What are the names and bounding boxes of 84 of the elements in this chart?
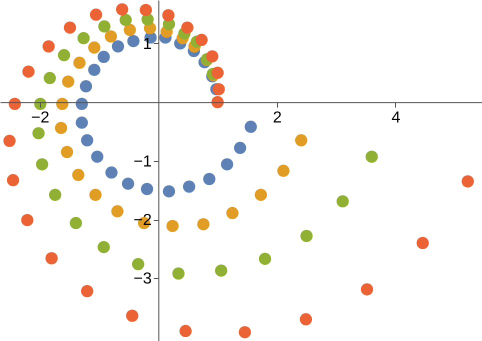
point <box>88 64 100 76</box>
point <box>111 205 124 218</box>
point <box>42 40 55 52</box>
x-tick-label: 4 <box>391 110 400 127</box>
point <box>203 172 216 186</box>
point <box>88 41 100 54</box>
point <box>6 174 20 186</box>
point <box>244 120 257 133</box>
point <box>300 230 313 242</box>
point <box>91 150 104 163</box>
point <box>238 326 251 338</box>
point <box>49 188 62 201</box>
point <box>81 134 94 146</box>
x-tick-label: −2 <box>31 110 50 127</box>
point <box>366 150 378 163</box>
point <box>62 75 74 88</box>
point <box>80 80 92 92</box>
point <box>72 168 84 182</box>
point <box>76 116 88 129</box>
point <box>126 310 138 322</box>
point <box>226 206 239 220</box>
point <box>181 21 194 34</box>
point <box>36 158 48 170</box>
point <box>77 32 90 44</box>
point <box>60 146 74 158</box>
point <box>277 164 290 177</box>
y-tick-label: −3 <box>134 270 152 288</box>
point <box>462 175 474 188</box>
y-tick-label: −1 <box>134 153 152 170</box>
point <box>98 240 110 254</box>
point <box>105 166 118 179</box>
point <box>116 3 128 16</box>
point <box>45 252 58 264</box>
point <box>162 185 176 198</box>
point <box>56 98 68 110</box>
point <box>3 134 16 147</box>
point <box>64 21 76 34</box>
point <box>81 285 94 298</box>
point <box>132 258 144 270</box>
point <box>98 20 110 33</box>
point <box>122 178 134 190</box>
point <box>172 267 185 280</box>
point <box>211 66 224 79</box>
point <box>360 283 374 296</box>
point <box>76 98 88 110</box>
point <box>58 49 70 62</box>
point <box>34 98 46 110</box>
point <box>258 252 272 265</box>
point <box>215 264 228 277</box>
point <box>183 180 196 193</box>
point <box>22 65 35 78</box>
point <box>206 50 218 62</box>
point <box>300 313 312 326</box>
point <box>295 134 308 146</box>
point <box>54 122 68 134</box>
point <box>8 98 21 110</box>
point <box>220 158 234 170</box>
x-tick-label: 2 <box>272 110 282 127</box>
point <box>127 34 140 48</box>
point <box>336 195 349 208</box>
point <box>254 188 267 201</box>
point <box>140 4 152 16</box>
point <box>104 30 117 42</box>
point <box>120 14 132 26</box>
point <box>416 236 429 250</box>
point <box>166 220 179 232</box>
point <box>32 127 45 140</box>
point <box>234 142 246 154</box>
point <box>212 83 225 96</box>
point <box>89 188 102 201</box>
point <box>124 24 136 36</box>
point <box>70 216 82 230</box>
point <box>211 96 224 108</box>
point <box>90 8 102 21</box>
point <box>195 34 208 46</box>
point <box>140 182 154 196</box>
point <box>21 214 34 226</box>
point <box>112 40 124 52</box>
point <box>73 56 86 69</box>
point <box>44 72 56 84</box>
point <box>197 218 210 230</box>
point <box>179 324 192 338</box>
point <box>98 50 110 64</box>
point <box>162 9 174 22</box>
